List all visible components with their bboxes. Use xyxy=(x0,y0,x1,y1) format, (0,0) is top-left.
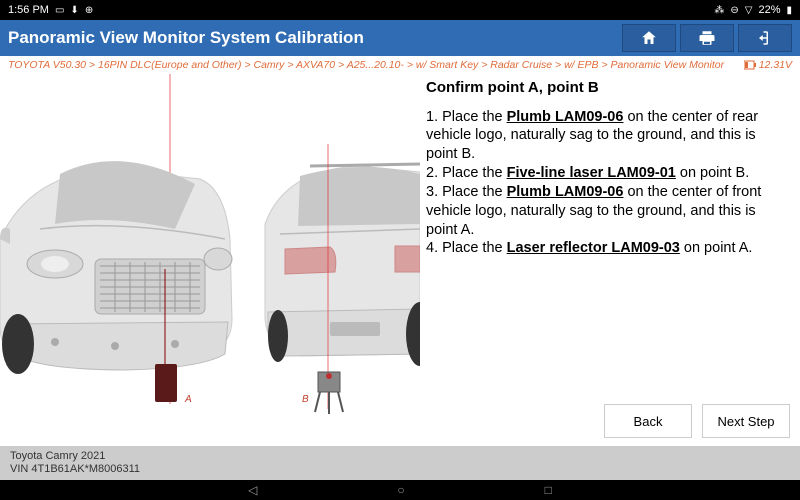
wifi-icon: ▽ xyxy=(745,5,753,16)
vehicle-diagram: A xyxy=(0,74,420,446)
point-a-label: A xyxy=(184,394,192,405)
android-status-bar: 1:56 PM ▭ ⬇ ⊕ ⁂ ⊖ ▽ 22% ▮ xyxy=(0,0,800,20)
battery-icon: ▮ xyxy=(786,5,792,16)
breadcrumb: TOYOTA V50.30 > 16PIN DLC(Europe and Oth… xyxy=(0,56,800,74)
point-b-label: B xyxy=(302,394,309,405)
home-button[interactable] xyxy=(622,24,676,52)
battery-small-icon xyxy=(744,60,756,70)
page-title: Panoramic View Monitor System Calibratio… xyxy=(8,28,618,48)
instruction-step-1: 1. Place the Plumb LAM09-06 on the cente… xyxy=(426,108,790,165)
next-step-button[interactable]: Next Step xyxy=(702,404,790,438)
vehicle-model: Toyota Camry 2021 xyxy=(10,450,790,463)
target-icon: ⊕ xyxy=(85,5,93,16)
exit-icon xyxy=(756,29,774,47)
front-vehicle xyxy=(0,161,232,374)
tool-plumb-2: Plumb LAM09-06 xyxy=(507,184,624,200)
tool-plumb-1: Plumb LAM09-06 xyxy=(507,109,624,125)
nav-back-icon[interactable]: ◁ xyxy=(248,483,257,497)
print-button[interactable] xyxy=(680,24,734,52)
download-icon: ⬇ xyxy=(70,5,78,16)
breadcrumb-path: TOYOTA V50.30 > 16PIN DLC(Europe and Oth… xyxy=(8,59,724,71)
back-button[interactable]: Back xyxy=(604,404,692,438)
android-nav-bar: ◁ ○ □ xyxy=(0,480,800,500)
rear-vehicle xyxy=(265,164,420,366)
voltage-display: 12.31V xyxy=(744,59,792,71)
instruction-step-3: 3. Place the Plumb LAM09-06 on the cente… xyxy=(426,183,790,240)
vehicle-vin: VIN 4T1B61AK*M8006311 xyxy=(10,463,790,476)
status-time: 1:56 PM xyxy=(8,4,49,16)
tool-reflector: Laser reflector LAM09-03 xyxy=(507,240,680,256)
nav-home-icon[interactable]: ○ xyxy=(397,483,404,497)
print-icon xyxy=(698,29,716,47)
exit-button[interactable] xyxy=(738,24,792,52)
vehicle-info-footer: Toyota Camry 2021 VIN 4T1B61AK*M8006311 xyxy=(0,446,800,480)
instruction-step-2: 2. Place the Five-line laser LAM09-01 on… xyxy=(426,164,790,183)
app-header: Panoramic View Monitor System Calibratio… xyxy=(0,20,800,56)
image-icon: ▭ xyxy=(55,5,64,16)
action-buttons: Back Next Step xyxy=(604,404,790,438)
instruction-step-4: 4. Place the Laser reflector LAM09-03 on… xyxy=(426,239,790,258)
nav-recent-icon[interactable]: □ xyxy=(545,483,552,497)
main-content: A xyxy=(0,74,800,446)
battery-percent: 22% xyxy=(758,4,780,16)
tool-laser: Five-line laser LAM09-01 xyxy=(507,165,676,181)
instructions-pane: Confirm point A, point B 1. Place the Pl… xyxy=(420,74,800,446)
dnd-icon: ⊖ xyxy=(730,5,738,16)
home-icon xyxy=(640,29,658,47)
laser-device xyxy=(315,372,343,414)
calibration-diagram-svg: A xyxy=(0,74,420,446)
bluetooth-icon: ⁂ xyxy=(714,5,724,16)
instructions-heading: Confirm point A, point B xyxy=(426,78,790,98)
